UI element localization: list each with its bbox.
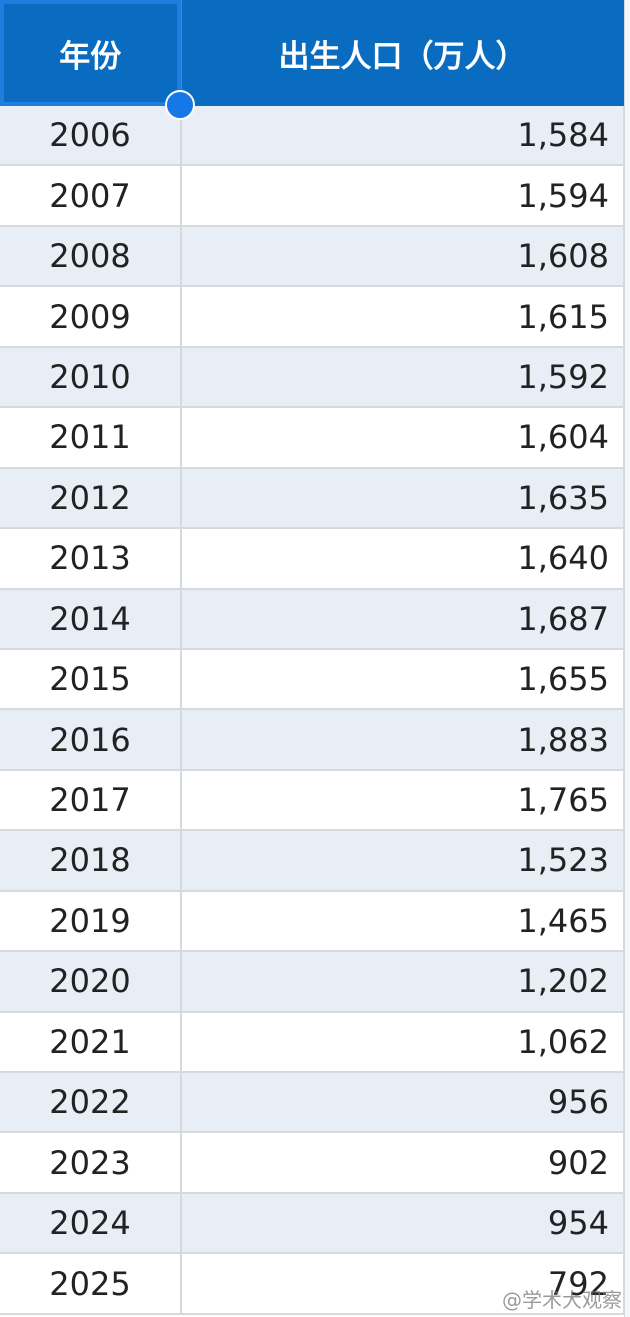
table-row: 2018 1,523 [0,830,625,892]
year-cell[interactable]: 2025 [0,1253,182,1315]
table-row: 2020 1,202 [0,951,625,1013]
header-text: 年份 [59,38,122,75]
header-cell[interactable]: 出生人口（万人） [181,0,625,106]
year-cell[interactable]: 2016 [0,709,182,771]
births-cell[interactable]: 1,640 [181,528,625,590]
births-cell[interactable]: 1,655 [181,648,625,711]
next-column-edge [624,0,630,1317]
births-cell[interactable]: 1,608 [181,225,625,288]
year-cell[interactable]: 2006 [0,106,182,167]
year-cell[interactable]: 2024 [0,1192,182,1255]
year-cell[interactable]: 2020 [0,951,182,1013]
births-cell[interactable]: 1,604 [181,407,625,469]
table-row: 2021 1,062 [0,1011,625,1074]
year-cell[interactable]: 2009 [0,286,182,348]
header-cell[interactable]: 年份 [0,0,195,120]
table-row: 2009 1,615 [0,286,625,348]
table-row: 2022 956 [0,1072,625,1134]
year-cell[interactable]: 2019 [0,890,182,953]
births-cell[interactable]: 1,615 [181,286,625,348]
births-cell[interactable]: 1,594 [181,165,625,227]
table-header: 年份 出生人口（万人） [0,0,625,120]
table-row: 2024 954 [0,1192,625,1255]
selection-handle[interactable] [164,90,195,120]
year-cell[interactable]: 2023 [0,1132,182,1194]
table-row: 2006 1,584 [0,106,625,167]
table-row: 2010 1,592 [0,346,625,409]
year-cell[interactable]: 2008 [0,225,182,288]
births-cell[interactable]: 1,584 [181,106,625,167]
table-row: 2014 1,687 [0,588,625,650]
year-cell[interactable]: 2011 [0,407,182,469]
year-cell[interactable]: 2022 [0,1072,182,1134]
births-cell[interactable]: 1,687 [181,588,625,650]
table-row: 2015 1,655 [0,648,625,711]
header-row: 年份 出生人口（万人） [0,0,625,120]
year-cell[interactable]: 2018 [0,830,182,892]
year-cell[interactable]: 2013 [0,528,182,590]
births-cell[interactable]: 1,062 [181,1011,625,1074]
year-cell[interactable]: 2015 [0,648,182,711]
births-cell[interactable]: 956 [181,1072,625,1134]
year-cell[interactable]: 2010 [0,346,182,409]
births-cell[interactable]: 1,635 [181,467,625,530]
table-row: 2008 1,608 [0,225,625,288]
table-row: 2019 1,465 [0,890,625,953]
table-row: 2016 1,883 [0,709,625,771]
births-cell[interactable]: 792 [181,1253,625,1315]
births-cell[interactable]: 1,465 [181,890,625,953]
year-cell[interactable]: 2014 [0,588,182,650]
births-cell[interactable]: 1,523 [181,830,625,892]
births-cell[interactable]: 902 [181,1132,625,1194]
table-row: 2023 902 [0,1132,625,1194]
year-cell[interactable]: 2021 [0,1011,182,1074]
births-cell[interactable]: 1,202 [181,951,625,1013]
births-cell[interactable]: 1,765 [181,769,625,832]
births-cell[interactable]: 954 [181,1192,625,1255]
table-row: 2011 1,604 [0,407,625,469]
table-row: 2017 1,765 [0,769,625,832]
year-cell[interactable]: 2007 [0,165,182,227]
births-cell[interactable]: 1,883 [181,709,625,771]
table-row: 2007 1,594 [0,165,625,227]
births-cell[interactable]: 1,592 [181,346,625,409]
table-body: 2006 1,584 2007 1,594 2008 1,608 2009 1,615 2010… [0,106,625,1315]
table-row: 2013 1,640 [0,528,625,590]
table-row: 2012 1,635 [0,467,625,530]
watermark: @学术大观察 [502,1288,622,1312]
year-cell[interactable]: 2017 [0,769,182,832]
year-cell[interactable]: 2012 [0,467,182,530]
table-row: 2025 792 [0,1253,625,1315]
